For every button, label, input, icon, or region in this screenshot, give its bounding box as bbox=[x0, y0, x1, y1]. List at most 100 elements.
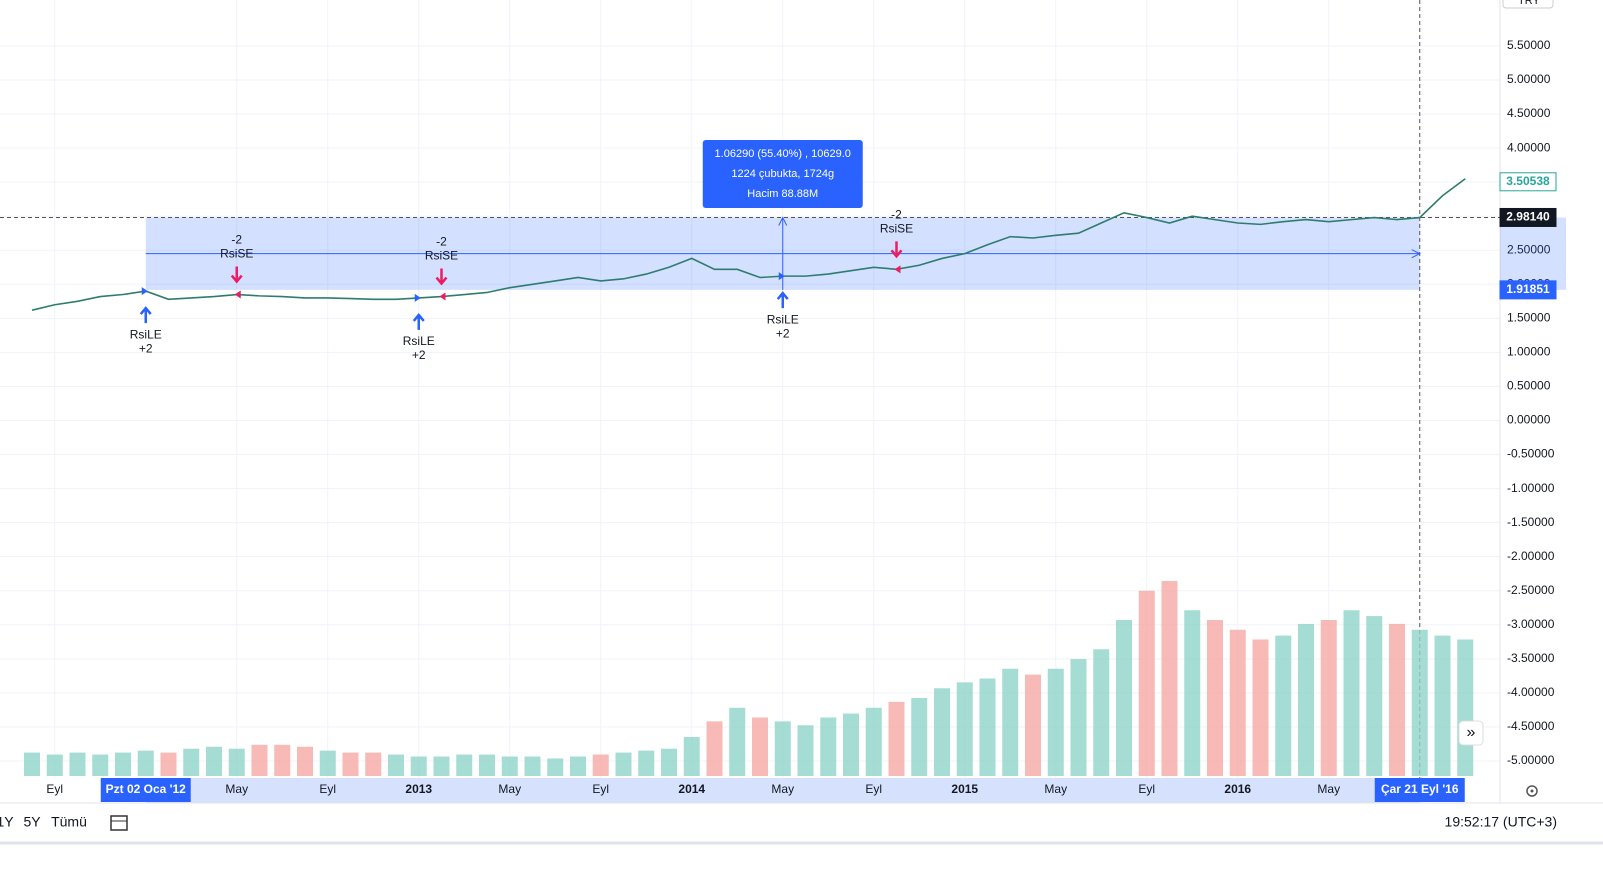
price-tag bbox=[1499, 172, 1557, 192]
tooltip-line: Hacim 88.88M bbox=[747, 188, 818, 200]
gear-button[interactable] bbox=[1526, 785, 1538, 797]
y-tick-label: 4.50000 bbox=[1507, 106, 1551, 120]
x-tick-label: 2014 bbox=[678, 782, 705, 796]
y-tick-label: -5.00000 bbox=[1507, 753, 1555, 767]
volume-bar bbox=[1298, 623, 1314, 776]
volume-bar bbox=[228, 748, 245, 776]
signal-label: RsiSE bbox=[880, 221, 913, 235]
volume-bar bbox=[160, 752, 177, 776]
y-tick-label: 4.00000 bbox=[1507, 140, 1551, 154]
volume-bar bbox=[1184, 610, 1201, 776]
y-tick-label: 0.00000 bbox=[1507, 413, 1551, 427]
volume-bar bbox=[365, 752, 382, 776]
volume-bar bbox=[524, 756, 541, 776]
volume-bar bbox=[137, 750, 154, 776]
volume-bar bbox=[251, 744, 268, 776]
date-label-box bbox=[100, 778, 191, 802]
volume-bar bbox=[1138, 590, 1155, 776]
y-tick-label: -1.50000 bbox=[1507, 515, 1555, 529]
volume-bar bbox=[1002, 668, 1019, 776]
signal-label: RsiLE bbox=[130, 327, 162, 341]
volume-bar bbox=[297, 746, 313, 776]
volume-bar bbox=[570, 756, 586, 776]
volume-bar bbox=[661, 748, 677, 776]
signal-marker bbox=[414, 293, 421, 302]
x-tick-label: May bbox=[771, 782, 794, 796]
y-tick-label: 5.50000 bbox=[1507, 38, 1551, 52]
signal-marker bbox=[234, 290, 241, 299]
y-tick-label: -4.50000 bbox=[1507, 719, 1555, 733]
volume-bar bbox=[1366, 616, 1383, 776]
tooltip-line: 1.06290 (55.40%) , 10629.0 bbox=[715, 148, 851, 160]
volume-bar bbox=[865, 707, 882, 776]
measure-arrowhead bbox=[778, 216, 788, 226]
y-tick-label: 1.50000 bbox=[1507, 311, 1551, 325]
axis-range-band bbox=[145, 778, 1420, 803]
volume-bar bbox=[433, 756, 450, 776]
volume-bar bbox=[706, 721, 723, 776]
range-button[interactable]: 1Y bbox=[0, 814, 14, 830]
volume-bar bbox=[888, 701, 905, 776]
volume-bar bbox=[592, 754, 609, 776]
price-tag bbox=[1499, 280, 1557, 300]
volume-bar bbox=[1025, 674, 1041, 776]
y-tick-label: -0.50000 bbox=[1507, 447, 1555, 461]
x-tick-label: May bbox=[1317, 782, 1340, 796]
volume-bar bbox=[683, 737, 700, 776]
date-label: Pzt 02 Oca '12 bbox=[106, 782, 187, 796]
short-arrow bbox=[435, 268, 448, 286]
volume-bar bbox=[319, 750, 336, 776]
volume-bar bbox=[934, 688, 950, 776]
volume-bar bbox=[1343, 610, 1360, 776]
y-tick-label: 1.00000 bbox=[1507, 345, 1551, 359]
clock: 19:52:17 (UTC+3) bbox=[1445, 814, 1557, 830]
y-tick-label: 0.50000 bbox=[1507, 379, 1551, 393]
x-tick-label: May bbox=[1044, 782, 1067, 796]
volume-bar bbox=[1161, 581, 1178, 776]
currency: TRY bbox=[1518, 0, 1540, 7]
volume-bar bbox=[1320, 620, 1337, 776]
y-tick-label: -2.00000 bbox=[1507, 549, 1555, 563]
signal-label: RsiLE bbox=[767, 312, 799, 326]
volume-bar bbox=[729, 707, 746, 776]
volume-bar bbox=[979, 678, 996, 776]
volume-bar bbox=[843, 713, 859, 776]
price-tag-label: 2.98140 bbox=[1506, 210, 1550, 224]
volume-bar bbox=[1275, 635, 1292, 776]
svg-text:»: » bbox=[1467, 724, 1476, 741]
volume-bar bbox=[547, 758, 564, 776]
price-line bbox=[31, 178, 1466, 311]
x-tick-label: Eyl bbox=[865, 782, 882, 796]
volume-bar bbox=[92, 754, 109, 776]
signal-marker bbox=[141, 287, 148, 296]
signal-label: RsiSE bbox=[220, 247, 253, 261]
y-tick-label: 2.50000 bbox=[1507, 242, 1551, 256]
volume-bar bbox=[1070, 659, 1087, 776]
signal-marker bbox=[439, 292, 446, 301]
x-tick-label: Eyl bbox=[592, 782, 609, 796]
y-tick-label: 5.00000 bbox=[1507, 72, 1551, 86]
y-tick-label: -4.00000 bbox=[1507, 685, 1555, 699]
tooltip-line: 1224 çubukta, 1724g bbox=[731, 168, 834, 180]
signal-qty: +2 bbox=[412, 348, 426, 362]
signal-qty: -2 bbox=[436, 235, 447, 249]
signal-label: RsiLE bbox=[403, 334, 435, 348]
signal-marker bbox=[894, 265, 901, 274]
range-button[interactable]: 5Y bbox=[23, 814, 41, 830]
volume-bar bbox=[774, 721, 791, 776]
volume-bar bbox=[1434, 635, 1451, 776]
volume-bar bbox=[342, 752, 359, 776]
date-range-icon[interactable] bbox=[110, 815, 128, 831]
volume-bar bbox=[69, 752, 86, 776]
signal-label: RsiSE bbox=[425, 249, 458, 263]
volume-bar bbox=[1116, 620, 1132, 776]
measure-axis-band bbox=[1500, 217, 1566, 290]
currency-box bbox=[1502, 0, 1554, 9]
volume-bar bbox=[638, 750, 655, 776]
range-button[interactable]: Tümü bbox=[51, 814, 87, 830]
y-tick-label: -2.50000 bbox=[1507, 583, 1555, 597]
volume-bar bbox=[1457, 639, 1474, 776]
scroll-right-button[interactable]: » bbox=[1458, 720, 1484, 746]
signal-qty: +2 bbox=[776, 326, 790, 340]
